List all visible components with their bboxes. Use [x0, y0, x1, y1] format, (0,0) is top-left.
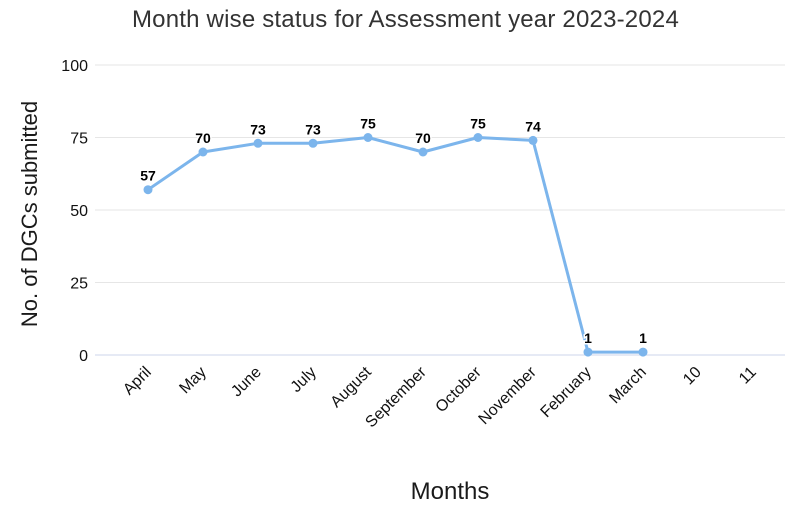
chart-title: Month wise status for Assessment year 20… [131, 6, 679, 33]
y-tick-label-0: 0 [79, 348, 88, 365]
data-label-november: 74 [525, 118, 541, 134]
x-tick-label-may: May [176, 364, 209, 397]
data-point-march[interactable] [638, 347, 648, 357]
x-tick-label-april: April [120, 364, 155, 399]
y-tick-label-100: 100 [61, 58, 88, 75]
y-tick-label-75: 75 [70, 131, 88, 148]
data-point-february[interactable] [583, 347, 593, 357]
data-label-march: 1 [639, 330, 647, 346]
data-label-april: 57 [140, 168, 156, 184]
data-point-june[interactable] [253, 138, 263, 148]
x-tick-label-october: October [433, 363, 486, 416]
data-label-august: 75 [360, 116, 376, 132]
x-tick-label-july: July [288, 364, 320, 396]
y-tick-label-25: 25 [70, 276, 88, 293]
data-point-november[interactable] [528, 135, 538, 145]
data-point-september[interactable] [418, 147, 428, 157]
x-tick-label-september: September [362, 363, 430, 431]
x-tick-label-march: March [606, 364, 649, 407]
x-tick-label-10: 10 [680, 364, 705, 389]
series-line [146, 136, 645, 354]
data-point-october[interactable] [473, 133, 483, 142]
data-label-may: 70 [195, 130, 211, 146]
data-label-september: 70 [415, 130, 431, 146]
data-label-july: 73 [305, 121, 321, 137]
x-tick-label-11: 11 [736, 364, 760, 388]
data-point-april[interactable] [143, 185, 153, 195]
x-tick-label-august: August [328, 363, 376, 411]
x-tick-label-june: June [228, 364, 265, 401]
data-point-july[interactable] [308, 138, 318, 148]
y-tick-label-50: 50 [70, 203, 88, 220]
data-point-may[interactable] [198, 147, 208, 157]
x-axis-title: Months [410, 478, 490, 505]
x-tick-label-february: February [538, 364, 595, 421]
data-point-august[interactable] [363, 133, 373, 142]
data-label-february: 1 [584, 330, 592, 346]
data-label-june: 73 [250, 121, 266, 137]
data-label-october: 75 [470, 116, 486, 132]
x-tick-label-november: November [476, 363, 541, 428]
